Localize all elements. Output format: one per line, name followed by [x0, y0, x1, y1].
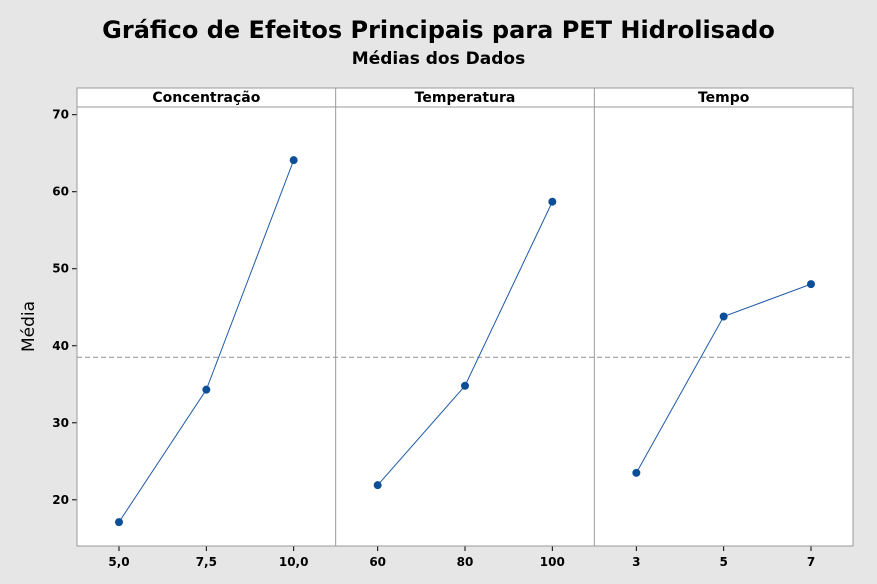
x-tick-label: 5 [719, 555, 727, 569]
x-tick-label: 3 [632, 555, 640, 569]
panel-label: Tempo [698, 90, 750, 106]
y-tick-label: 30 [52, 416, 69, 430]
y-tick-label: 60 [52, 185, 69, 199]
panel-label: Temperatura [415, 90, 516, 106]
data-point [289, 156, 298, 165]
panel-label: Concentração [152, 90, 260, 106]
data-point [461, 381, 469, 390]
x-tick-label: 80 [457, 555, 474, 569]
data-point [807, 280, 815, 289]
x-tick-label: 60 [369, 555, 386, 569]
chart-subtitle: Médias dos Dados [351, 49, 526, 69]
x-tick-label: 7,5 [196, 555, 217, 569]
x-tick-label: 100 [540, 555, 565, 569]
y-axis-label: Média [19, 301, 39, 352]
y-tick-label: 50 [52, 262, 69, 276]
data-point [632, 468, 641, 477]
chart-title: Gráfico de Efeitos Principais para PET H… [102, 16, 775, 44]
x-tick-label: 7 [807, 555, 815, 569]
data-point [548, 197, 557, 206]
data-point [373, 481, 382, 490]
plot-background [77, 107, 853, 546]
y-tick-label: 70 [52, 108, 69, 122]
data-point [202, 385, 211, 394]
y-tick-label: 20 [52, 493, 69, 507]
y-tick-label: 40 [52, 339, 69, 353]
x-tick-label: 5,0 [108, 555, 129, 569]
plot-frame [76, 87, 854, 547]
data-point [115, 518, 123, 527]
data-point [719, 312, 728, 321]
x-tick-label: 10,0 [279, 555, 309, 569]
